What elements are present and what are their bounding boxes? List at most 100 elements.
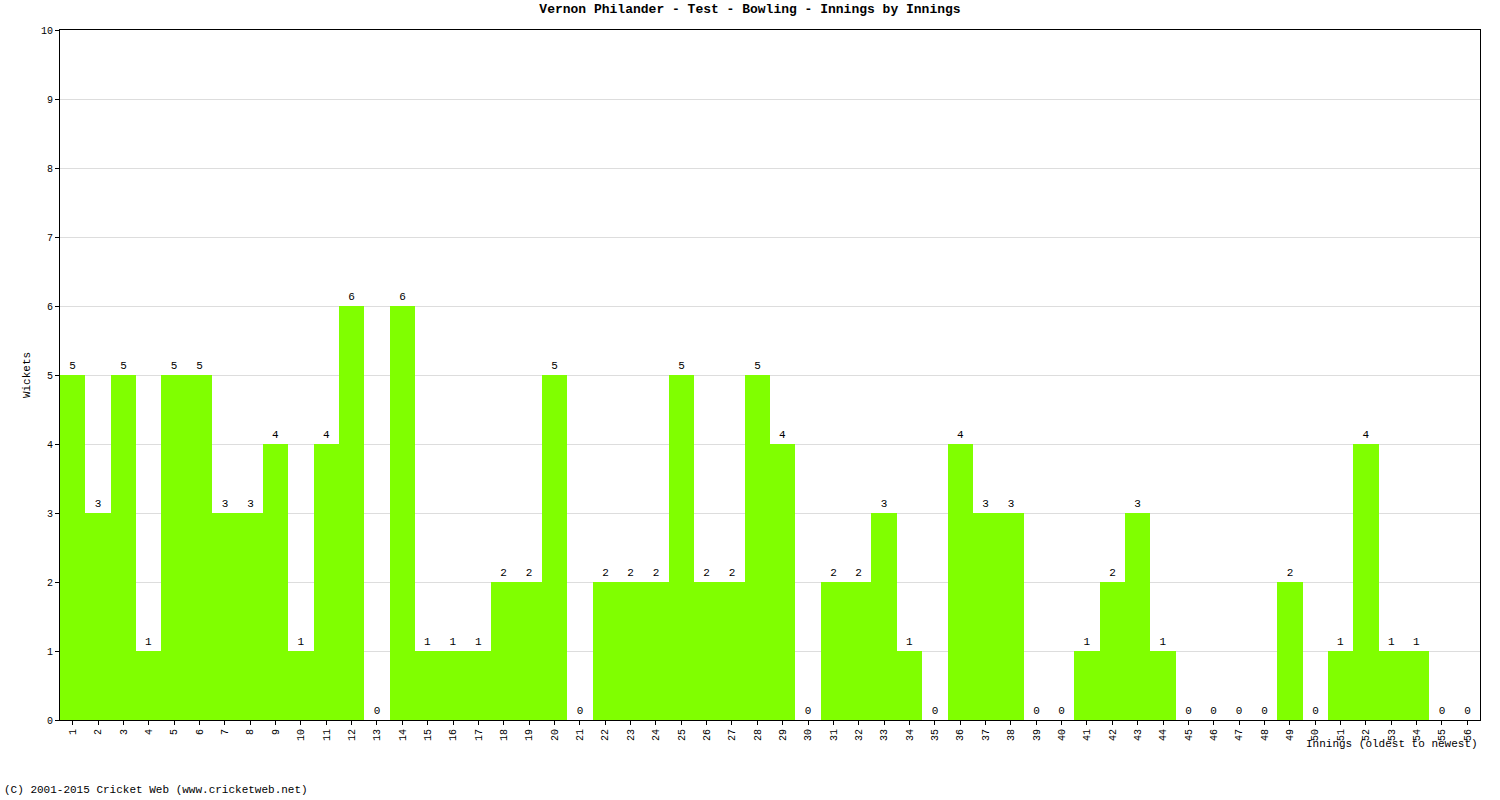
svg-text:8: 8: [245, 729, 256, 735]
svg-text:0: 0: [932, 705, 939, 717]
svg-text:46: 46: [1209, 729, 1220, 741]
svg-text:1: 1: [475, 636, 482, 648]
svg-text:1: 1: [145, 636, 152, 648]
svg-text:9: 9: [47, 95, 53, 106]
svg-text:47: 47: [1234, 729, 1245, 741]
svg-text:0: 0: [1033, 705, 1040, 717]
svg-text:53: 53: [1387, 729, 1398, 741]
svg-text:36: 36: [955, 729, 966, 741]
svg-text:2: 2: [1109, 567, 1116, 579]
svg-text:3: 3: [1008, 498, 1015, 510]
svg-text:0: 0: [374, 705, 381, 717]
svg-text:5: 5: [120, 360, 127, 372]
svg-text:0: 0: [1058, 705, 1065, 717]
svg-text:2: 2: [703, 567, 710, 579]
svg-text:14: 14: [398, 729, 409, 741]
svg-text:10: 10: [296, 729, 307, 741]
svg-text:29: 29: [778, 729, 789, 741]
svg-text:4: 4: [272, 429, 279, 441]
svg-text:2: 2: [526, 567, 533, 579]
svg-text:4: 4: [323, 429, 330, 441]
svg-text:2: 2: [47, 578, 53, 589]
svg-text:1: 1: [450, 636, 457, 648]
svg-text:49: 49: [1285, 729, 1296, 741]
svg-text:12: 12: [347, 729, 358, 741]
svg-text:5: 5: [171, 360, 178, 372]
svg-text:4: 4: [144, 729, 155, 735]
svg-text:0: 0: [47, 716, 53, 727]
svg-text:6: 6: [348, 291, 355, 303]
svg-text:2: 2: [729, 567, 736, 579]
svg-text:25: 25: [677, 729, 688, 741]
svg-text:5: 5: [169, 729, 180, 735]
svg-text:3: 3: [982, 498, 989, 510]
svg-text:5: 5: [551, 360, 558, 372]
svg-text:0: 0: [1439, 705, 1446, 717]
svg-text:1: 1: [1084, 636, 1091, 648]
svg-text:37: 37: [981, 729, 992, 741]
svg-text:9: 9: [271, 729, 282, 735]
svg-text:3: 3: [47, 509, 53, 520]
svg-text:23: 23: [626, 729, 637, 741]
svg-text:0: 0: [1236, 705, 1243, 717]
svg-text:5: 5: [196, 360, 203, 372]
svg-text:Vernon Philander - Test - Bowl: Vernon Philander - Test - Bowling - Inni…: [539, 2, 960, 17]
svg-text:(C) 2001-2015 Cricket Web (www: (C) 2001-2015 Cricket Web (www.cricketwe…: [4, 784, 308, 796]
svg-text:0: 0: [1312, 705, 1319, 717]
svg-text:5: 5: [678, 360, 685, 372]
svg-text:Innings (oldest to newest): Innings (oldest to newest): [1306, 738, 1478, 750]
svg-text:3: 3: [881, 498, 888, 510]
svg-text:8: 8: [47, 164, 53, 175]
svg-text:24: 24: [651, 729, 662, 741]
svg-text:0: 0: [1261, 705, 1268, 717]
svg-text:21: 21: [575, 729, 586, 741]
svg-text:17: 17: [474, 729, 485, 741]
svg-text:2: 2: [830, 567, 837, 579]
svg-text:20: 20: [550, 729, 561, 741]
svg-text:48: 48: [1260, 729, 1271, 741]
svg-text:33: 33: [879, 729, 890, 741]
svg-text:52: 52: [1361, 729, 1372, 741]
svg-text:13: 13: [372, 729, 383, 741]
svg-text:43: 43: [1133, 729, 1144, 741]
svg-text:1: 1: [1413, 636, 1420, 648]
svg-text:1: 1: [906, 636, 913, 648]
svg-text:26: 26: [702, 729, 713, 741]
svg-text:3: 3: [95, 498, 102, 510]
svg-text:2: 2: [602, 567, 609, 579]
svg-text:2: 2: [653, 567, 660, 579]
svg-text:50: 50: [1310, 729, 1321, 741]
svg-text:3: 3: [222, 498, 229, 510]
svg-text:4: 4: [1363, 429, 1370, 441]
svg-text:39: 39: [1032, 729, 1043, 741]
svg-text:2: 2: [855, 567, 862, 579]
svg-text:7: 7: [220, 729, 231, 735]
svg-text:5: 5: [754, 360, 761, 372]
svg-text:4: 4: [47, 440, 53, 451]
svg-text:1: 1: [424, 636, 431, 648]
svg-text:27: 27: [727, 729, 738, 741]
svg-text:32: 32: [854, 729, 865, 741]
svg-text:0: 0: [1464, 705, 1471, 717]
svg-text:30: 30: [803, 729, 814, 741]
svg-text:1: 1: [298, 636, 305, 648]
svg-text:5: 5: [47, 371, 53, 382]
svg-text:22: 22: [600, 729, 611, 741]
svg-text:51: 51: [1336, 729, 1347, 741]
svg-text:44: 44: [1158, 729, 1169, 741]
svg-text:2: 2: [627, 567, 634, 579]
svg-text:18: 18: [499, 729, 510, 741]
svg-text:0: 0: [1185, 705, 1192, 717]
svg-text:0: 0: [805, 705, 812, 717]
svg-text:34: 34: [905, 729, 916, 741]
svg-text:28: 28: [753, 729, 764, 741]
svg-text:35: 35: [930, 729, 941, 741]
svg-text:0: 0: [577, 705, 584, 717]
svg-text:55: 55: [1437, 729, 1448, 741]
svg-text:0: 0: [1210, 705, 1217, 717]
svg-text:15: 15: [423, 729, 434, 741]
svg-text:1: 1: [1388, 636, 1395, 648]
svg-text:31: 31: [829, 729, 840, 741]
svg-text:45: 45: [1184, 729, 1195, 741]
svg-text:Wickets: Wickets: [21, 352, 33, 398]
